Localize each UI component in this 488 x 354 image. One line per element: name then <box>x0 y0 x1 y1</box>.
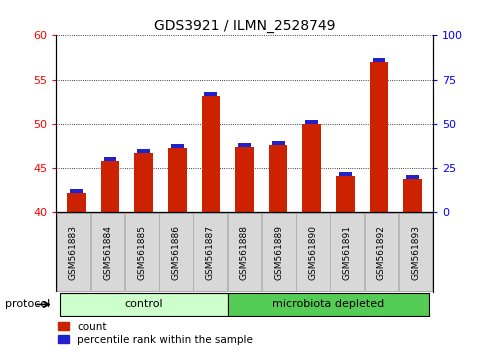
FancyBboxPatch shape <box>364 213 397 291</box>
FancyBboxPatch shape <box>125 213 158 291</box>
Text: GSM561886: GSM561886 <box>171 225 180 280</box>
Bar <box>67 193 85 212</box>
FancyBboxPatch shape <box>91 213 124 291</box>
Text: microbiota depleted: microbiota depleted <box>272 299 384 309</box>
Bar <box>335 176 354 212</box>
FancyBboxPatch shape <box>57 213 90 291</box>
Text: GSM561893: GSM561893 <box>410 225 419 280</box>
Legend: count, percentile rank within the sample: count, percentile rank within the sample <box>54 317 257 349</box>
FancyBboxPatch shape <box>193 213 226 291</box>
Bar <box>168 148 186 212</box>
Bar <box>103 157 116 161</box>
FancyBboxPatch shape <box>262 213 295 291</box>
Bar <box>70 189 82 193</box>
Bar <box>271 141 284 145</box>
Text: GSM561892: GSM561892 <box>376 225 385 280</box>
FancyBboxPatch shape <box>330 213 363 291</box>
Bar <box>305 120 318 124</box>
Bar <box>406 175 418 179</box>
Text: GSM561890: GSM561890 <box>308 225 317 280</box>
Bar <box>201 96 220 212</box>
Title: GDS3921 / ILMN_2528749: GDS3921 / ILMN_2528749 <box>153 19 335 33</box>
Bar <box>170 144 183 148</box>
Bar <box>403 179 421 212</box>
Bar <box>238 143 250 147</box>
FancyBboxPatch shape <box>227 293 428 316</box>
FancyBboxPatch shape <box>60 293 227 316</box>
Bar <box>369 62 387 212</box>
Text: GSM561891: GSM561891 <box>342 225 351 280</box>
Text: GSM561887: GSM561887 <box>205 225 214 280</box>
Text: GSM561888: GSM561888 <box>240 225 248 280</box>
Bar <box>235 147 253 212</box>
Bar <box>101 161 119 212</box>
Bar <box>204 92 217 96</box>
Text: control: control <box>124 299 163 309</box>
Text: GSM561883: GSM561883 <box>69 225 78 280</box>
Bar <box>137 149 150 153</box>
FancyBboxPatch shape <box>159 213 192 291</box>
Bar <box>338 172 351 176</box>
Text: protocol: protocol <box>5 299 50 309</box>
Bar <box>372 58 385 62</box>
Text: GSM561889: GSM561889 <box>274 225 283 280</box>
Text: GSM561884: GSM561884 <box>103 225 112 280</box>
FancyBboxPatch shape <box>296 213 329 291</box>
FancyBboxPatch shape <box>227 213 261 291</box>
FancyBboxPatch shape <box>398 213 431 291</box>
Text: GSM561885: GSM561885 <box>137 225 146 280</box>
Bar <box>134 153 153 212</box>
Bar <box>268 145 287 212</box>
Bar <box>302 124 320 212</box>
